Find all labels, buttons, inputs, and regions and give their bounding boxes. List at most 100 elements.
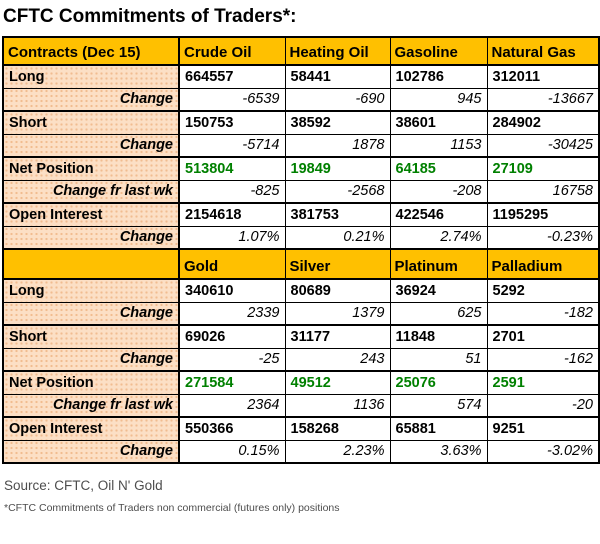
value-cell: 1195295: [486, 202, 600, 227]
value-cell: 945: [389, 87, 488, 112]
value-cell: -30425: [486, 133, 600, 158]
row-label-change-long-s1: Change: [2, 87, 180, 112]
row-label-long-s2: Long: [2, 278, 180, 303]
column-header-platinum: Platinum: [389, 248, 488, 280]
column-header-heating-oil: Heating Oil: [284, 36, 391, 66]
value-cell: 158268: [284, 416, 391, 441]
table-row: Change fr last wk 2364 1136 574 -20: [2, 393, 600, 418]
row-label-long-s1: Long: [2, 64, 180, 89]
row-label-change-short-s2: Change: [2, 347, 180, 372]
value-cell: 2364: [178, 393, 286, 418]
column-header-gold: Gold: [178, 248, 286, 280]
value-cell: 0.21%: [284, 225, 391, 250]
value-cell: 11848: [389, 324, 488, 349]
value-cell: 27109: [486, 156, 600, 181]
value-cell: -2568: [284, 179, 391, 204]
value-cell: 9251: [486, 416, 600, 441]
column-header-palladium: Palladium: [486, 248, 600, 280]
table-row: Change fr last wk -825 -2568 -208 16758: [2, 179, 600, 204]
value-cell: -182: [486, 301, 600, 326]
value-cell: -6539: [178, 87, 286, 112]
table-row: Long 664557 58441 102786 312011: [2, 64, 600, 89]
footnote-text: *CFTC Commitments of Traders non commerc…: [4, 502, 340, 514]
value-cell: -13667: [486, 87, 600, 112]
table-row: Change -6539 -690 945 -13667: [2, 87, 600, 112]
value-cell: 664557: [178, 64, 286, 89]
row-label-net-position-s2: Net Position: [2, 370, 180, 395]
value-cell: -25: [178, 347, 286, 372]
table-row: Net Position 271584 49512 25076 2591: [2, 370, 600, 395]
value-cell: 38592: [284, 110, 391, 135]
row-label-net-position-s1: Net Position: [2, 156, 180, 181]
row-label-short-s1: Short: [2, 110, 180, 135]
row-label-change-oi-s2: Change: [2, 439, 180, 464]
value-cell: 102786: [389, 64, 488, 89]
value-cell: 49512: [284, 370, 391, 395]
row-label-change-fr-last-wk-s2: Change fr last wk: [2, 393, 180, 418]
value-cell: 2591: [486, 370, 600, 395]
value-cell: 25076: [389, 370, 488, 395]
table-row: Net Position 513804 19849 64185 27109: [2, 156, 600, 181]
row-label-change-oi-s1: Change: [2, 225, 180, 250]
value-cell: 2.74%: [389, 225, 488, 250]
row-label-change-short-s1: Change: [2, 133, 180, 158]
table-row: Short 150753 38592 38601 284902: [2, 110, 600, 135]
table-row: Short 69026 31177 11848 2701: [2, 324, 600, 349]
value-cell: 65881: [389, 416, 488, 441]
table-row: Open Interest 2154618 381753 422546 1195…: [2, 202, 600, 227]
value-cell: -162: [486, 347, 600, 372]
row-label-change-fr-last-wk-s1: Change fr last wk: [2, 179, 180, 204]
column-header-silver: Silver: [284, 248, 391, 280]
row-label-change-long-s2: Change: [2, 301, 180, 326]
value-cell: -690: [284, 87, 391, 112]
row-label-open-interest-s1: Open Interest: [2, 202, 180, 227]
row-label-short-s2: Short: [2, 324, 180, 349]
source-text: Source: CFTC, Oil N' Gold: [4, 478, 163, 493]
value-cell: 340610: [178, 278, 286, 303]
value-cell: 1153: [389, 133, 488, 158]
value-cell: 31177: [284, 324, 391, 349]
value-cell: 2.23%: [284, 439, 391, 464]
page-title: CFTC Commitments of Traders*:: [3, 6, 297, 27]
value-cell: -208: [389, 179, 488, 204]
column-header-natural-gas: Natural Gas: [486, 36, 600, 66]
table-row: Change 1.07% 0.21% 2.74% -0.23%: [2, 225, 600, 250]
column-header-gasoline: Gasoline: [389, 36, 488, 66]
value-cell: 1.07%: [178, 225, 286, 250]
value-cell: 625: [389, 301, 488, 326]
value-cell: 271584: [178, 370, 286, 395]
value-cell: -0.23%: [486, 225, 600, 250]
value-cell: 513804: [178, 156, 286, 181]
value-cell: 69026: [178, 324, 286, 349]
column-header-crude-oil: Crude Oil: [178, 36, 286, 66]
value-cell: -20: [486, 393, 600, 418]
value-cell: 51: [389, 347, 488, 372]
table-row: Long 340610 80689 36924 5292: [2, 278, 600, 303]
value-cell: 1878: [284, 133, 391, 158]
value-cell: -5714: [178, 133, 286, 158]
value-cell: 38601: [389, 110, 488, 135]
table-row: Change -5714 1878 1153 -30425: [2, 133, 600, 158]
value-cell: 16758: [486, 179, 600, 204]
value-cell: 1379: [284, 301, 391, 326]
value-cell: 2701: [486, 324, 600, 349]
section2-header-row: Gold Silver Platinum Palladium: [2, 248, 600, 280]
table-row: Change 2339 1379 625 -182: [2, 301, 600, 326]
value-cell: 64185: [389, 156, 488, 181]
value-cell: 1136: [284, 393, 391, 418]
value-cell: 312011: [486, 64, 600, 89]
value-cell: 36924: [389, 278, 488, 303]
value-cell: 58441: [284, 64, 391, 89]
table-row: Change 0.15% 2.23% 3.63% -3.02%: [2, 439, 600, 464]
value-cell: -825: [178, 179, 286, 204]
section1-header-row: Contracts (Dec 15) Crude Oil Heating Oil…: [2, 36, 600, 66]
value-cell: 284902: [486, 110, 600, 135]
value-cell: 3.63%: [389, 439, 488, 464]
value-cell: 2154618: [178, 202, 286, 227]
row-label-open-interest-s2: Open Interest: [2, 416, 180, 441]
value-cell: 80689: [284, 278, 391, 303]
table-row: Change -25 243 51 -162: [2, 347, 600, 372]
table-row: Open Interest 550366 158268 65881 9251: [2, 416, 600, 441]
column-header-blank: [2, 248, 180, 280]
